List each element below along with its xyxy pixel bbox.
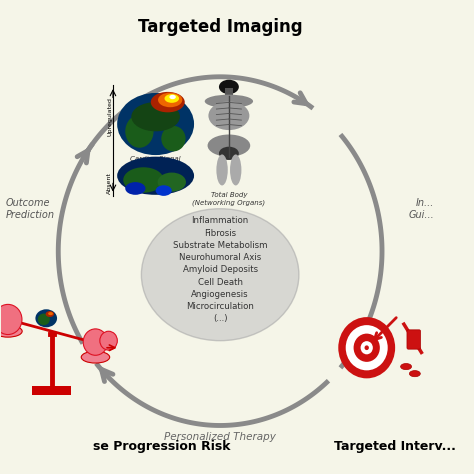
Circle shape <box>0 304 22 335</box>
Text: Substrate Metabolism: Substrate Metabolism <box>173 241 267 250</box>
Circle shape <box>338 317 395 378</box>
Text: Neurohumoral Axis: Neurohumoral Axis <box>179 253 261 262</box>
Text: Inflammation: Inflammation <box>191 217 249 226</box>
Text: Angiogenesis: Angiogenesis <box>191 290 249 299</box>
Text: Cardiac Signal: Cardiac Signal <box>130 156 181 162</box>
Circle shape <box>354 334 380 362</box>
Text: Targeted Interv...: Targeted Interv... <box>334 440 456 453</box>
Ellipse shape <box>401 364 411 370</box>
Text: In...
Gui...: In... Gui... <box>409 198 435 219</box>
Bar <box>32 386 72 395</box>
Circle shape <box>83 329 108 356</box>
Circle shape <box>346 325 388 370</box>
Ellipse shape <box>81 351 109 363</box>
Ellipse shape <box>141 209 299 341</box>
Text: Targeted Imaging: Targeted Imaging <box>138 18 302 36</box>
Text: Absent: Absent <box>108 172 112 194</box>
Ellipse shape <box>0 325 22 337</box>
Text: (...): (...) <box>213 314 228 323</box>
Text: Personalized Therapy: Personalized Therapy <box>164 432 276 442</box>
Text: Outcome
Prediction: Outcome Prediction <box>6 198 55 219</box>
Text: Cell Death: Cell Death <box>198 278 243 287</box>
Text: Upregulated: Upregulated <box>108 97 112 137</box>
Circle shape <box>361 341 373 355</box>
Ellipse shape <box>410 371 420 377</box>
FancyBboxPatch shape <box>407 330 420 349</box>
Circle shape <box>100 331 118 350</box>
Text: Amyloid Deposits: Amyloid Deposits <box>182 265 258 274</box>
Text: Microcirculation: Microcirculation <box>186 302 254 311</box>
Circle shape <box>365 346 369 350</box>
Text: se Progression Risk: se Progression Risk <box>93 440 231 453</box>
Text: Fibrosis: Fibrosis <box>204 229 236 238</box>
Text: Total Body
(Networking Organs): Total Body (Networking Organs) <box>192 192 265 206</box>
